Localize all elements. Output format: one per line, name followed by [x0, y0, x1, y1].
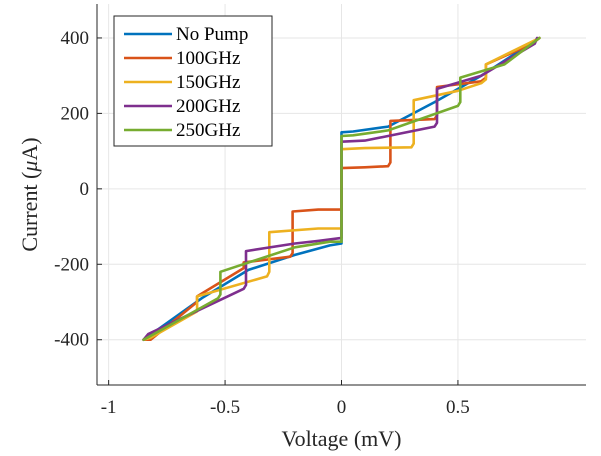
- axis-layer: -1 -0.5 0 0.5 -400 -200 0 200 400: [54, 4, 586, 418]
- y-tick-label: -400: [54, 330, 89, 351]
- x-axis-label: Voltage (mV): [282, 426, 402, 451]
- x-tick-label: -1: [101, 397, 117, 418]
- legend-label: 150GHz: [176, 72, 240, 93]
- legend-label: No Pump: [176, 24, 248, 45]
- legend-label: 250GHz: [176, 120, 240, 141]
- x-tick-label: -0.5: [210, 397, 240, 418]
- y-axis-label-suffix: A): [17, 137, 42, 160]
- y-tick-label: 200: [61, 103, 90, 124]
- legend-label: 100GHz: [176, 48, 240, 69]
- y-tick-label: 0: [80, 179, 90, 200]
- y-axis-label-prefix: Current (: [17, 172, 42, 252]
- x-tick-label: 0: [337, 397, 347, 418]
- series-layer: [142, 36, 541, 342]
- series-line-2: [142, 36, 541, 342]
- legend: No Pump 100GHz 150GHz 200GHz 250GHz: [113, 15, 273, 147]
- y-tick-label: -200: [54, 254, 89, 275]
- y-tick-label: 400: [61, 28, 90, 49]
- series-line-5: [142, 36, 541, 342]
- legend-label: 200GHz: [176, 96, 240, 117]
- y-axis-label: Current (μA): [17, 137, 42, 251]
- x-tick-label: 0.5: [446, 397, 470, 418]
- y-axis-label-mu: μ: [17, 161, 42, 173]
